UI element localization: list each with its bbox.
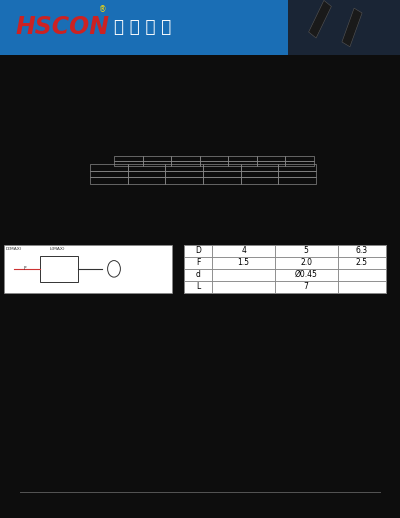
Bar [184, 281, 212, 293]
Bar [228, 156, 257, 161]
Bar [184, 245, 386, 293]
Bar [142, 156, 171, 161]
Bar [90, 164, 128, 171]
Text: 1.5: 1.5 [238, 258, 250, 267]
Bar [241, 177, 278, 184]
Bar [275, 257, 338, 269]
Bar [203, 164, 241, 171]
Text: HSCON: HSCON [16, 16, 110, 39]
Bar [241, 164, 278, 171]
Bar [278, 177, 316, 184]
Bar [200, 161, 228, 166]
Bar [212, 245, 275, 257]
Text: 7: 7 [304, 282, 309, 291]
Text: L(MAX): L(MAX) [50, 247, 66, 251]
Text: 5: 5 [304, 247, 309, 255]
Bar [203, 177, 241, 184]
Text: F: F [196, 258, 200, 267]
Bar [338, 257, 386, 269]
Text: 華 型 電 子: 華 型 電 子 [114, 19, 171, 36]
Text: d: d [196, 270, 200, 279]
Bar [90, 177, 128, 184]
Bar [338, 269, 386, 281]
Bar [286, 156, 314, 161]
Bar [200, 156, 228, 161]
Bar [128, 164, 165, 171]
Bar [212, 269, 275, 281]
Bar [275, 281, 338, 293]
Text: 2.0: 2.0 [300, 258, 312, 267]
Bar [90, 171, 128, 177]
Bar [342, 8, 362, 47]
Bar [171, 156, 200, 161]
Bar [128, 171, 165, 177]
Text: Ø0.45: Ø0.45 [295, 270, 318, 279]
Bar [338, 281, 386, 293]
Bar [257, 156, 286, 161]
Bar [338, 245, 386, 257]
Bar [184, 245, 212, 257]
Text: L: L [196, 282, 200, 291]
Bar [309, 1, 331, 38]
Bar [142, 161, 171, 166]
Bar [212, 257, 275, 269]
Bar [241, 171, 278, 177]
Bar [228, 161, 257, 166]
Text: 2.5: 2.5 [356, 258, 368, 267]
Text: D: D [195, 247, 201, 255]
Bar [0, 0, 400, 55]
Text: F: F [24, 266, 26, 271]
Bar [4, 245, 172, 293]
Text: ®: ® [99, 5, 107, 15]
Bar [184, 257, 212, 269]
Bar [114, 156, 142, 161]
Text: 4: 4 [241, 247, 246, 255]
Bar [165, 164, 203, 171]
Bar [278, 171, 316, 177]
Bar [165, 171, 203, 177]
Bar [114, 161, 142, 166]
Bar [275, 269, 338, 281]
Bar [128, 177, 165, 184]
Bar [203, 171, 241, 177]
Bar [288, 0, 400, 55]
Bar [257, 161, 286, 166]
Bar [286, 161, 314, 166]
Text: D(MAX): D(MAX) [6, 247, 22, 251]
Text: 6.3: 6.3 [356, 247, 368, 255]
Bar [171, 161, 200, 166]
Bar [278, 164, 316, 171]
Bar [275, 245, 338, 257]
Bar [184, 269, 212, 281]
Bar [212, 281, 275, 293]
Bar [165, 177, 203, 184]
Bar [40, 256, 78, 282]
